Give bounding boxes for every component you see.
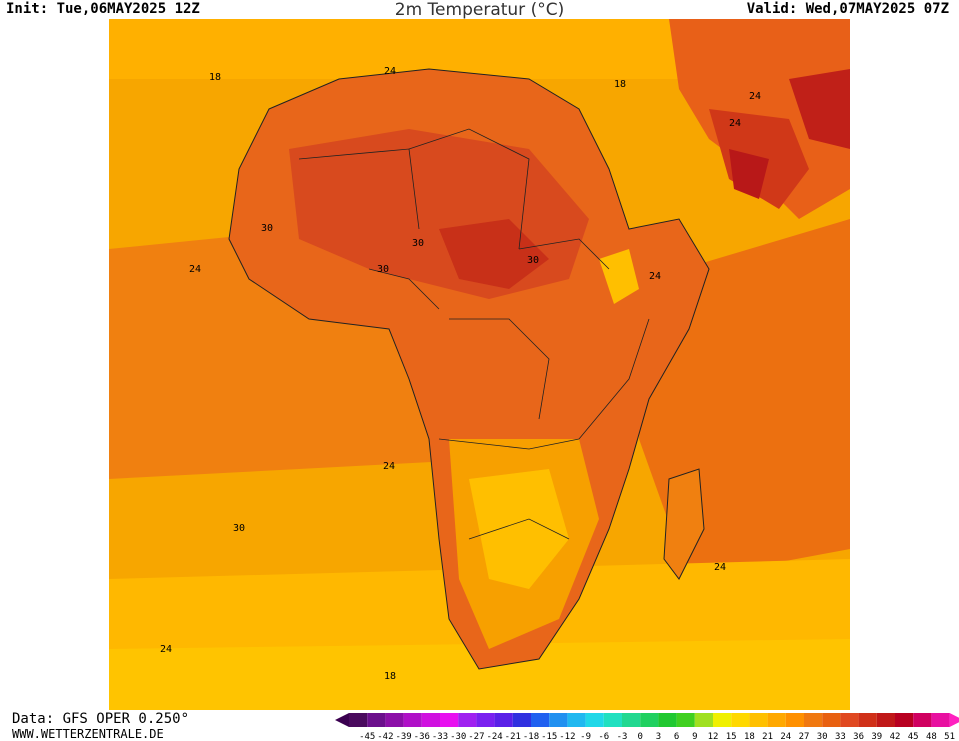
legend-tick-label: 42 [890,732,901,741]
legend-tick-label: 18 [744,732,755,741]
southern-africa-mild [469,469,569,589]
legend-tick-label: -18 [523,732,539,741]
legend-tick-label: 30 [817,732,828,741]
legend-color-box [567,713,586,727]
map-title: 2m Temperatur (°C) [394,0,565,20]
legend-tick-label: -24 [486,732,502,741]
legend-color-box [349,713,368,727]
arabia-hottest [729,149,769,199]
legend-color-box [512,713,531,727]
legend-tick-label: 36 [853,732,864,741]
legend-color-box [585,713,604,727]
legend-color-box [440,713,459,727]
legend-tick-label: -42 [377,732,393,741]
legend-color-box [858,713,877,727]
legend-color-box [676,713,695,727]
legend-color-box [713,713,732,727]
legend-tick-label: 45 [908,732,919,741]
legend-color-box [767,713,786,727]
legend-color-box [731,713,750,727]
legend-arrow-high [949,713,959,727]
legend-tick-label: -30 [450,732,466,741]
legend-tick-label: 6 [674,732,679,741]
legend-color-box [476,713,495,727]
data-source: Data: GFS OPER 0.250° [12,711,190,727]
legend-color-box [913,713,932,727]
legend-color-box [694,713,713,727]
legend-tick-label: -33 [432,732,448,741]
legend-tick-label: 9 [692,732,697,741]
legend-tick-label: 3 [656,732,661,741]
site-credit: WWW.WETTERZENTRALE.DE [12,727,164,741]
legend-color-box [603,713,622,727]
temperature-map [109,19,850,710]
legend-tick-label: 15 [726,732,737,741]
legend-color-box [421,713,440,727]
south-coolest [109,639,850,710]
legend-color-box [785,713,804,727]
iran-hot [789,69,850,149]
legend-color-box [622,713,641,727]
legend-tick-label: 0 [637,732,642,741]
legend-color-box [640,713,659,727]
legend-tick-label: -36 [414,732,430,741]
legend-tick-label: -12 [559,732,575,741]
legend-color-box [385,713,404,727]
legend-tick-label: -39 [395,732,411,741]
legend-tick-label: 27 [799,732,810,741]
legend-tick-label: -21 [505,732,521,741]
legend-tick-label: 48 [926,732,937,741]
legend-color-box [931,713,950,727]
legend-tick-label: -27 [468,732,484,741]
legend-color-box [367,713,386,727]
legend-color-box [531,713,550,727]
legend-tick-label: -45 [359,732,375,741]
legend-color-box [749,713,768,727]
legend-color-box [876,713,895,727]
legend-tick-label: 12 [708,732,719,741]
legend-tick-label: 39 [871,732,882,741]
legend-tick-label: 24 [780,732,791,741]
legend-ticks: -45 -42 -39 -36 -33 -30 -27 -24 -21 -18 -15 -12 -9 -6… [359,732,955,741]
legend-tick-label: 21 [762,732,773,741]
legend-arrow-low [335,713,349,727]
legend-tick-label: -3 [617,732,628,741]
legend-color-box [494,713,513,727]
init-time: Init: Tue,06MAY2025 12Z [6,1,200,17]
legend-tick-label: -15 [541,732,557,741]
legend-color-box [658,713,677,727]
legend-boxes [335,713,959,727]
legend-color-box [458,713,477,727]
madagascar [663,468,705,580]
country-borders [298,128,650,540]
legend-color-box [403,713,422,727]
legend-color-box [804,713,823,727]
legend-color-box [895,713,914,727]
legend-color-box [549,713,568,727]
sahel-hottest [439,219,549,289]
legend-tick-label: 51 [944,732,955,741]
legend-tick-label: 33 [835,732,846,741]
valid-time: Valid: Wed,07MAY2025 07Z [746,1,949,17]
legend-color-box [840,713,859,727]
legend-color-box [822,713,841,727]
ethiopia-highlands [599,249,639,304]
legend-tick-label: -9 [580,732,591,741]
legend-tick-label: -6 [598,732,609,741]
color-legend: -45 -42 -39 -36 -33 -30 -27 -24 -21 -18 -15 -12 -9 -6… [335,713,959,741]
